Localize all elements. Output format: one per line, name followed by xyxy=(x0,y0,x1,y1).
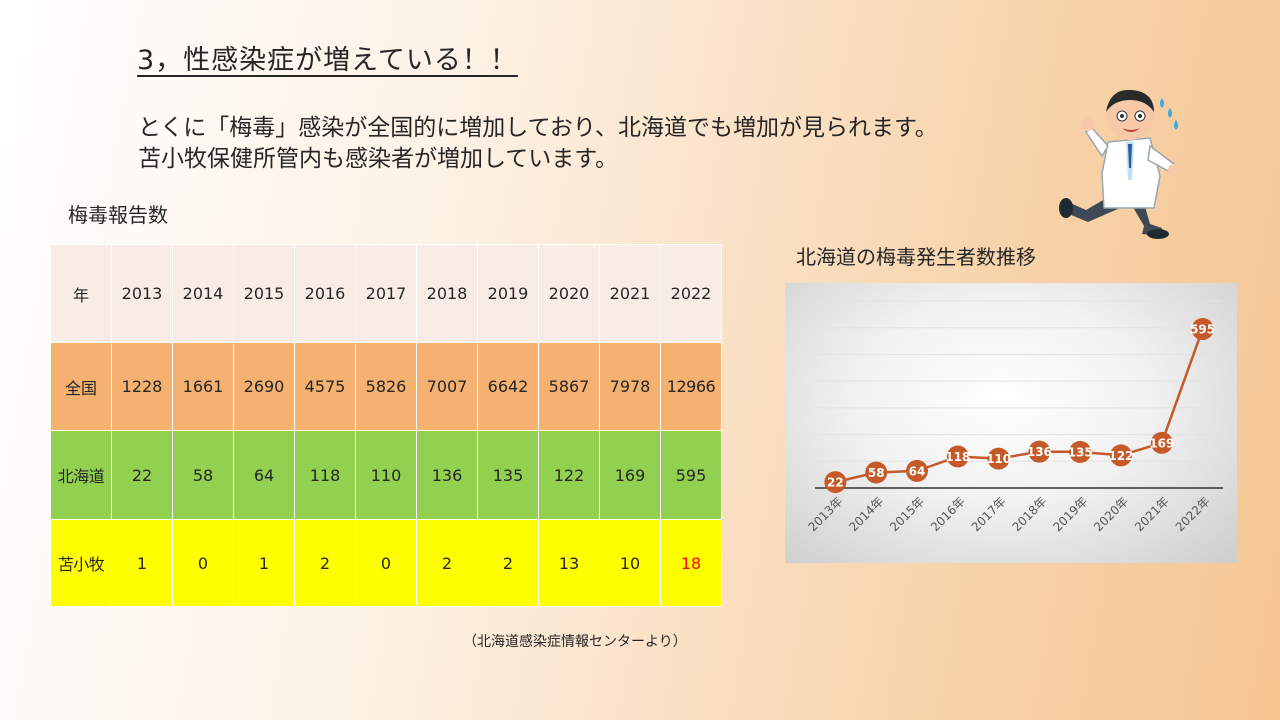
year-cell: 2021 xyxy=(599,244,661,343)
x-tick-label: 2014年 xyxy=(846,494,886,534)
table-heading: 梅毒報告数 xyxy=(68,203,168,227)
year-cell: 2017 xyxy=(355,244,417,343)
national-cell: 5867 xyxy=(538,342,600,431)
x-tick-label: 2022年 xyxy=(1173,494,1213,534)
hokkaido-cell: 169 xyxy=(599,430,661,520)
tomakomai-cell: 10 xyxy=(599,519,661,607)
hokkaido-cell: 110 xyxy=(355,430,417,520)
data-label: 135 xyxy=(1068,445,1093,459)
row-label-tomakomai: 苫小牧 xyxy=(50,519,112,607)
data-point xyxy=(1069,440,1092,463)
chart-x-tick-labels: 2013年 2014年 2015年 2016年 2017年 2018年 2019年 2020年… xyxy=(806,494,1213,534)
data-point xyxy=(1191,318,1214,341)
data-point xyxy=(1028,440,1051,463)
hokkaido-cell: 64 xyxy=(233,430,295,520)
national-cell: 1661 xyxy=(172,342,234,431)
national-cell: 1228 xyxy=(111,342,173,431)
slide-title: 3，性感染症が増えている！！ xyxy=(137,45,518,76)
x-tick-label: 2013年 xyxy=(806,494,846,534)
chart-markers: 22 58 64 118 110 136 135 122 169 595 xyxy=(824,318,1215,494)
hokkaido-cell: 122 xyxy=(538,430,600,520)
national-cell: 12966 xyxy=(660,342,722,431)
x-tick-label: 2018年 xyxy=(1010,494,1050,534)
data-point xyxy=(824,471,847,494)
tomakomai-cell: 1 xyxy=(111,519,173,607)
hokkaido-cell: 22 xyxy=(111,430,173,520)
year-cell: 2019 xyxy=(477,244,539,343)
body-line-2: 苫小牧保健所管内も感染者が増加しています。 xyxy=(138,146,619,172)
data-label: 595 xyxy=(1190,323,1215,337)
data-point xyxy=(1150,431,1173,454)
tomakomai-cell: 1 xyxy=(233,519,295,607)
series-line xyxy=(835,328,1204,484)
x-tick-label: 2016年 xyxy=(928,494,968,534)
chart-title: 北海道の梅毒発生者数推移 xyxy=(796,245,1036,269)
line-chart: 22 58 64 118 110 136 135 122 169 595 2013年 2014年 20… xyxy=(785,283,1237,563)
national-cell: 2690 xyxy=(233,342,295,431)
data-label: 122 xyxy=(1108,449,1133,463)
data-point xyxy=(865,461,888,484)
table-row-tomakomai: 苫小牧 1 0 1 2 0 2 2 13 10 18 xyxy=(50,519,722,607)
x-tick-label: 2019年 xyxy=(1050,494,1090,534)
syphilis-report-table: 年 2013 2014 2015 2016 2017 2018 2019 202… xyxy=(50,244,722,607)
national-cell: 5826 xyxy=(355,342,417,431)
body-line-1: とくに「梅毒」感染が全国的に増加しており、北海道でも増加が見られます。 xyxy=(138,115,938,141)
x-tick-label: 2020年 xyxy=(1091,494,1131,534)
tomakomai-cell: 0 xyxy=(172,519,234,607)
data-label: 64 xyxy=(909,464,926,478)
year-cell: 2013 xyxy=(111,244,173,343)
year-cell: 2020 xyxy=(538,244,600,343)
data-point xyxy=(906,459,928,482)
data-label: 118 xyxy=(945,450,970,464)
table-row-year: 年 2013 2014 2015 2016 2017 2018 2019 202… xyxy=(50,244,722,343)
data-label: 136 xyxy=(1027,445,1052,459)
data-label: 169 xyxy=(1149,436,1174,450)
year-header-label: 年 xyxy=(50,244,112,343)
source-note: （北海道感染症情報センターより） xyxy=(463,634,687,650)
table-row-hokkaido: 北海道 22 58 64 118 110 136 135 122 169 595 xyxy=(50,430,722,520)
data-point xyxy=(987,447,1010,470)
data-label: 58 xyxy=(868,466,885,480)
year-cell: 2022 xyxy=(660,244,722,343)
tomakomai-cell-highlight: 18 xyxy=(660,519,722,607)
tomakomai-cell: 2 xyxy=(477,519,539,607)
hokkaido-cell: 135 xyxy=(477,430,539,520)
national-cell: 7978 xyxy=(599,342,661,431)
x-tick-label: 2017年 xyxy=(969,494,1009,534)
national-cell: 4575 xyxy=(294,342,356,431)
national-cell: 7007 xyxy=(416,342,478,431)
data-point xyxy=(1110,444,1132,467)
data-point xyxy=(946,445,969,468)
hokkaido-cell: 136 xyxy=(416,430,478,520)
chart-series-line xyxy=(835,328,1204,484)
tomakomai-cell: 2 xyxy=(294,519,356,607)
surprised-doctor-icon xyxy=(1058,84,1198,244)
data-label: 110 xyxy=(986,452,1011,466)
year-cell: 2014 xyxy=(172,244,234,343)
x-tick-label: 2021年 xyxy=(1132,494,1172,534)
hokkaido-cell: 58 xyxy=(172,430,234,520)
x-tick-label: 2015年 xyxy=(887,494,927,534)
tomakomai-cell: 2 xyxy=(416,519,478,607)
row-label-national: 全国 xyxy=(50,342,112,431)
data-label: 22 xyxy=(827,476,844,490)
year-cell: 2015 xyxy=(233,244,295,343)
chart-gridlines xyxy=(815,300,1223,489)
row-label-hokkaido: 北海道 xyxy=(50,430,112,520)
table-row-national: 全国 1228 1661 2690 4575 5826 7007 6642 58… xyxy=(50,342,722,431)
hokkaido-cell: 595 xyxy=(660,430,722,520)
body-text: とくに「梅毒」感染が全国的に増加しており、北海道でも増加が見られます。 苫小牧保… xyxy=(138,113,938,175)
tomakomai-cell: 13 xyxy=(538,519,600,607)
national-cell: 6642 xyxy=(477,342,539,431)
year-cell: 2016 xyxy=(294,244,356,343)
year-cell: 2018 xyxy=(416,244,478,343)
tomakomai-cell: 0 xyxy=(355,519,417,607)
hokkaido-cell: 118 xyxy=(294,430,356,520)
